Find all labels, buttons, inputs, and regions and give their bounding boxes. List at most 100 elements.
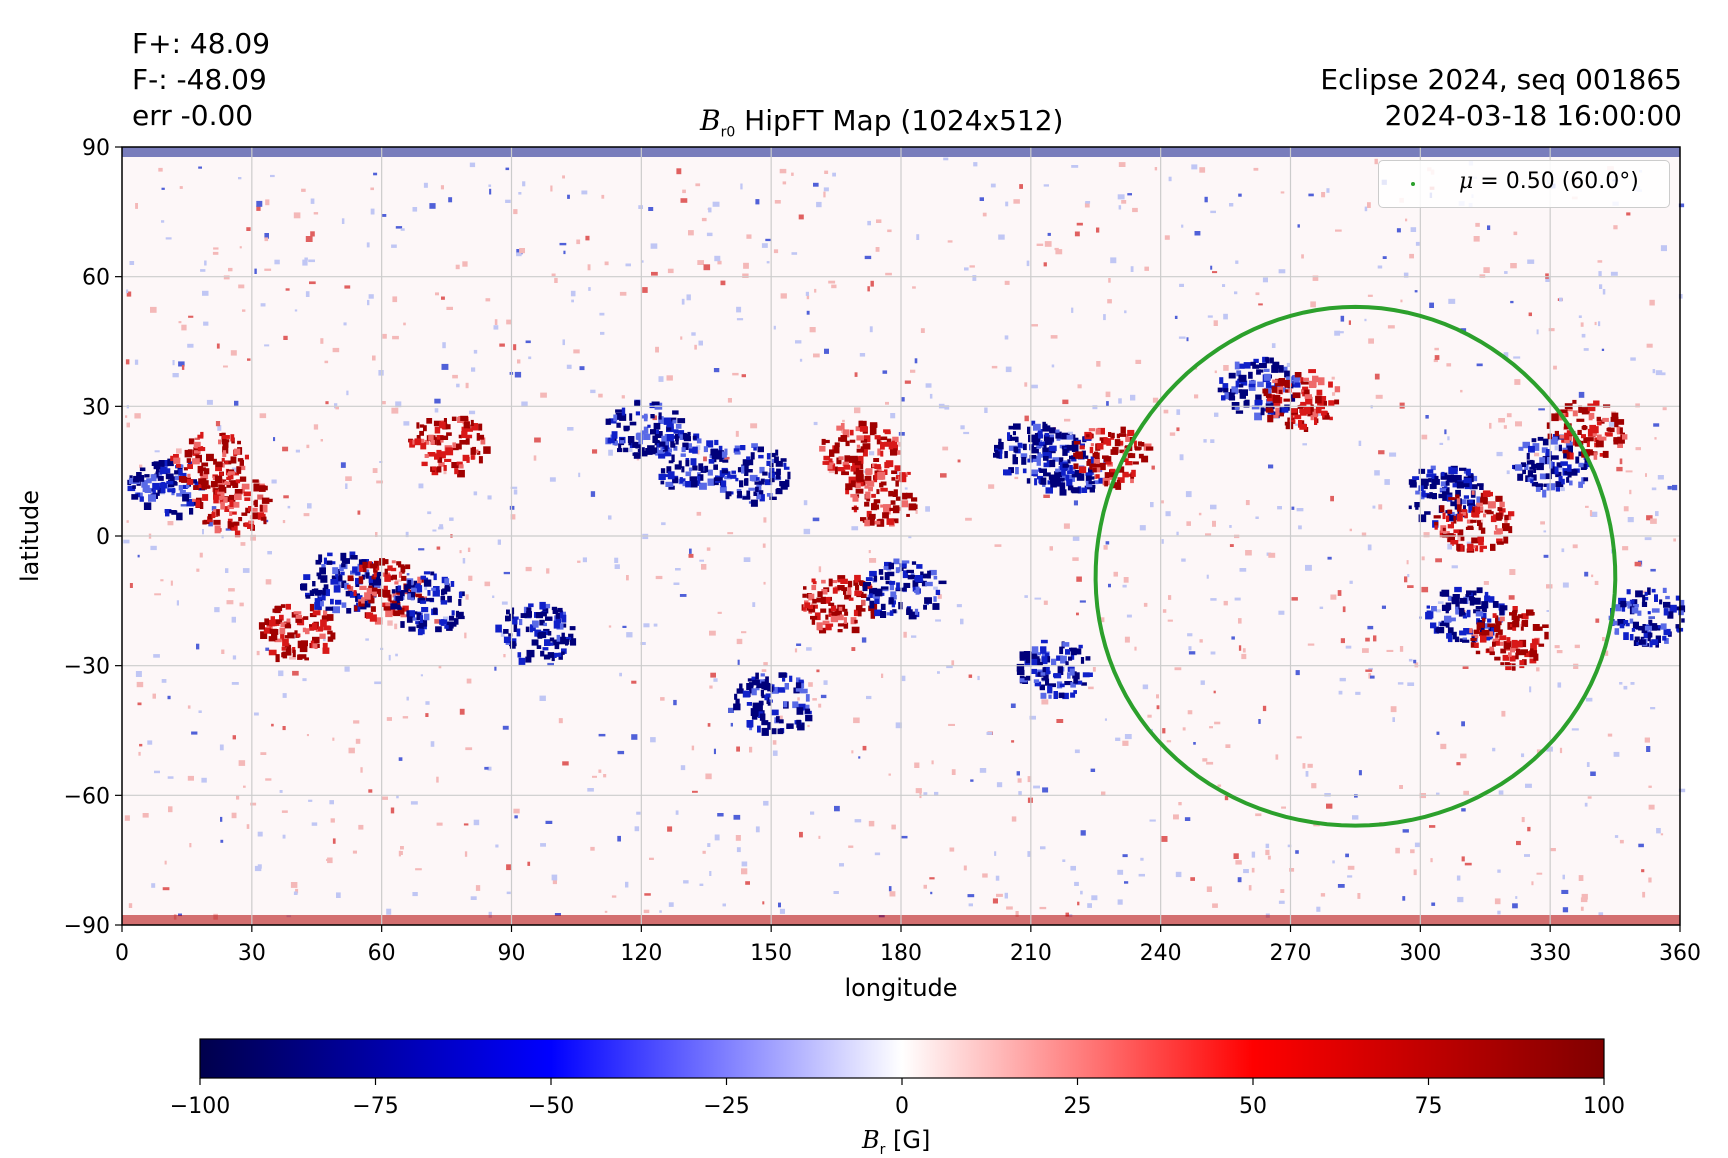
region-speck xyxy=(1481,601,1489,609)
noise-speck xyxy=(324,360,329,364)
noise-speck xyxy=(1397,682,1404,685)
region-speck xyxy=(1087,476,1095,480)
noise-speck xyxy=(1151,465,1155,470)
region-speck xyxy=(455,610,459,618)
region-speck xyxy=(871,503,878,511)
noise-speck xyxy=(1378,504,1383,510)
noise-speck xyxy=(1607,733,1613,737)
region-speck xyxy=(557,607,563,613)
region-speck xyxy=(1465,526,1474,530)
region-speck xyxy=(880,436,888,441)
noise-speck xyxy=(403,421,410,426)
region-speck xyxy=(605,418,611,425)
region-speck xyxy=(803,586,807,590)
y-tick-label: 60 xyxy=(82,266,110,291)
region-speck xyxy=(236,466,242,474)
region-speck xyxy=(923,604,927,610)
noise-speck xyxy=(1594,580,1599,585)
noise-speck xyxy=(676,168,682,175)
region-speck xyxy=(381,559,389,565)
region-speck xyxy=(808,593,815,601)
region-speck xyxy=(798,680,805,689)
noise-speck xyxy=(1435,558,1442,563)
noise-speck xyxy=(1214,721,1221,725)
noise-speck xyxy=(1241,653,1247,660)
region-speck xyxy=(1418,468,1426,474)
region-speck xyxy=(199,502,204,509)
region-speck xyxy=(1450,511,1455,516)
noise-speck xyxy=(1212,903,1218,908)
noise-speck xyxy=(391,244,397,248)
region-speck xyxy=(1098,477,1106,484)
region-speck xyxy=(543,603,551,609)
region-speck xyxy=(378,593,384,597)
noise-speck xyxy=(1402,829,1409,833)
noise-speck xyxy=(1406,560,1409,565)
region-speck xyxy=(431,587,436,591)
region-speck xyxy=(213,481,220,486)
noise-speck xyxy=(239,602,244,607)
noise-speck xyxy=(996,782,1003,788)
region-speck xyxy=(1067,459,1071,464)
noise-speck xyxy=(963,865,967,871)
active-regions xyxy=(127,356,1686,736)
noise-speck xyxy=(1029,715,1036,720)
noise-speck xyxy=(1210,210,1216,214)
noise-speck xyxy=(332,838,336,844)
region-speck xyxy=(720,480,727,488)
noise-speck xyxy=(1287,844,1292,848)
region-speck xyxy=(433,607,438,615)
region-speck xyxy=(874,609,883,617)
x-tick-label: 30 xyxy=(238,941,266,966)
noise-speck xyxy=(869,451,875,456)
region-speck xyxy=(771,728,777,735)
region-speck xyxy=(1040,477,1047,485)
region-speck xyxy=(1521,620,1528,627)
region-speck xyxy=(1623,632,1629,640)
region-speck xyxy=(804,602,810,609)
noise-speck xyxy=(1368,338,1374,344)
noise-speck xyxy=(423,182,428,188)
noise-speck xyxy=(706,547,711,551)
region-speck xyxy=(1073,648,1082,655)
noise-speck xyxy=(1214,370,1217,374)
region-speck xyxy=(470,447,476,455)
region-speck xyxy=(1284,421,1288,426)
region-speck xyxy=(1539,473,1546,480)
region-speck xyxy=(748,487,756,491)
region-speck xyxy=(1080,657,1085,664)
region-speck xyxy=(633,452,641,459)
region-speck xyxy=(1310,404,1314,412)
region-speck xyxy=(218,495,223,501)
region-speck xyxy=(828,613,834,617)
region-speck xyxy=(1511,639,1518,648)
region-speck xyxy=(1466,519,1473,524)
region-speck xyxy=(1120,440,1124,445)
noise-speck xyxy=(713,748,716,755)
noise-speck xyxy=(1408,658,1413,662)
region-speck xyxy=(921,580,927,587)
region-speck xyxy=(144,487,152,493)
region-speck xyxy=(551,657,555,662)
region-speck xyxy=(1135,446,1141,451)
noise-speck xyxy=(309,281,316,285)
region-speck xyxy=(1663,608,1669,616)
region-speck xyxy=(503,629,509,634)
region-speck xyxy=(454,443,462,450)
region-speck xyxy=(906,607,911,613)
region-speck xyxy=(1019,678,1028,683)
noise-speck xyxy=(1316,906,1321,912)
noise-speck xyxy=(579,366,585,371)
region-speck xyxy=(856,435,864,441)
region-speck xyxy=(1545,473,1552,480)
noise-speck xyxy=(970,779,974,782)
region-speck xyxy=(780,458,787,462)
region-speck xyxy=(369,596,374,603)
region-speck xyxy=(1052,457,1060,462)
noise-speck xyxy=(1327,556,1332,560)
noise-speck xyxy=(1364,318,1367,322)
region-speck xyxy=(847,585,852,591)
region-speck xyxy=(1455,489,1461,497)
region-speck xyxy=(1047,685,1053,694)
region-speck xyxy=(1616,427,1623,435)
